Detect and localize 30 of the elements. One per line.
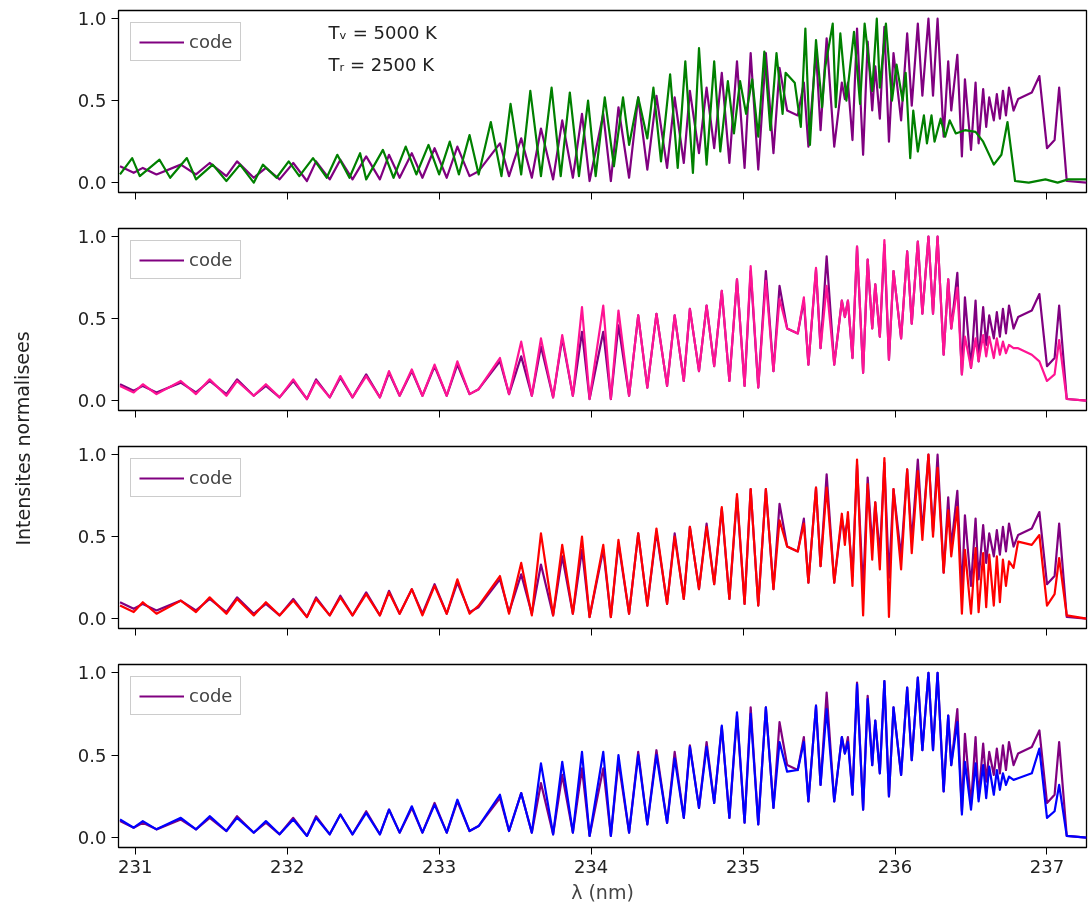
- x-tick-label: 231: [118, 855, 153, 877]
- legend-label: code: [189, 249, 233, 270]
- x-tick-label: 237: [1029, 855, 1065, 877]
- line-series: [118, 17, 1087, 184]
- y-tick-label: 0.0: [77, 390, 107, 412]
- x-tick-label: 233: [421, 855, 457, 877]
- y-tick-label: 1.0: [77, 444, 107, 466]
- legend-label: code: [189, 467, 233, 488]
- y-tick-label: 0.5: [77, 526, 107, 548]
- y-tick-label: 0.5: [77, 744, 107, 766]
- y-tick-label: 0.0: [77, 827, 107, 849]
- legend-label: code: [189, 31, 233, 52]
- y-axis-title: Intensites normalisees: [11, 331, 34, 546]
- x-tick-label: 235: [725, 855, 761, 877]
- x-axis-title: λ (nm): [571, 880, 634, 903]
- annotation: Tᵥ = 5000 K: [327, 21, 439, 43]
- legend-label: code: [189, 685, 233, 706]
- annotation: Tᵣ = 2500 K: [327, 53, 436, 75]
- y-tick-label: 1.0: [77, 226, 107, 248]
- y-tick-label: 1.0: [77, 662, 107, 684]
- x-tick-label: 232: [270, 855, 305, 877]
- line-series: [118, 671, 1087, 839]
- y-tick-label: 0.5: [77, 308, 107, 330]
- y-tick-label: 0.0: [77, 172, 107, 194]
- y-tick-label: 0.5: [77, 90, 107, 112]
- x-tick-label: 234: [573, 855, 609, 877]
- x-tick-label: 236: [877, 855, 913, 877]
- line-series: [118, 453, 1087, 620]
- y-tick-label: 1.0: [77, 8, 107, 30]
- y-tick-label: 0.0: [77, 608, 107, 630]
